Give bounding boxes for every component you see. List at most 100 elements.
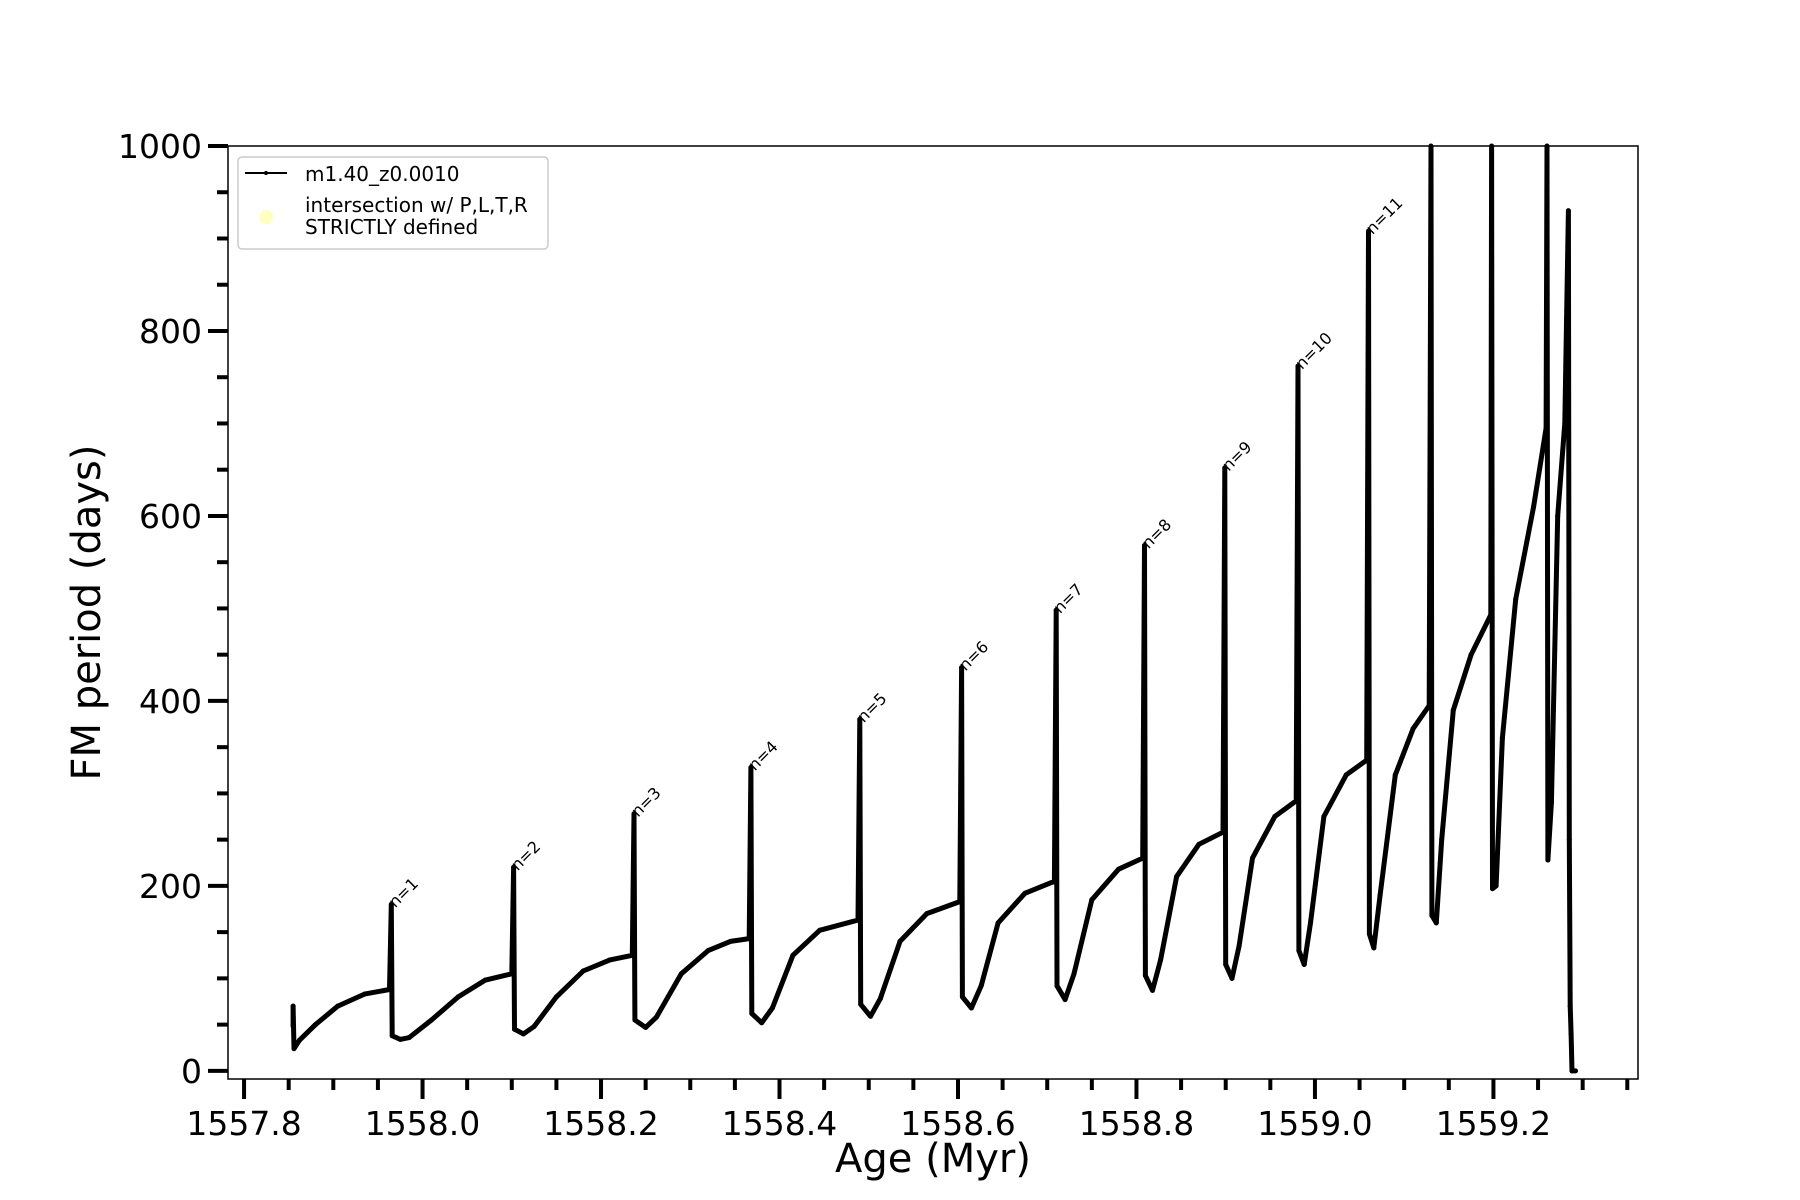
data-point <box>790 952 796 958</box>
data-point <box>312 1022 318 1028</box>
x-tick-label: 1559.0 <box>1257 1104 1372 1143</box>
x-tick-label: 1558.4 <box>722 1104 837 1143</box>
legend-intersection-marker <box>259 210 273 224</box>
data-point <box>1343 772 1349 778</box>
data-point <box>1371 945 1377 951</box>
data-point <box>387 986 393 992</box>
data-point <box>1054 983 1060 989</box>
data-point <box>1392 772 1398 778</box>
x-tick-label: 1558.0 <box>365 1104 480 1143</box>
data-point <box>1513 596 1519 602</box>
data-point <box>1562 420 1568 426</box>
data-point <box>1071 971 1077 977</box>
data-point <box>482 977 488 983</box>
data-point <box>746 936 752 942</box>
data-point <box>759 1020 765 1026</box>
data-point <box>924 911 930 917</box>
data-point <box>1573 1068 1579 1074</box>
data-point <box>1140 855 1146 861</box>
data-point <box>868 1013 874 1019</box>
y-axis-label: FM period (days) <box>64 445 110 781</box>
data-point <box>995 920 1001 926</box>
data-point <box>1296 948 1302 954</box>
data-point <box>643 1024 649 1030</box>
data-point <box>1196 841 1202 847</box>
data-point <box>406 1035 412 1041</box>
data-point <box>1410 726 1416 732</box>
legend-dot-marker <box>264 171 268 175</box>
data-point <box>1377 892 1383 898</box>
data-point <box>1272 814 1278 820</box>
x-tick-label: 1558.2 <box>543 1104 658 1143</box>
data-point <box>1249 855 1255 861</box>
data-point <box>1142 543 1147 549</box>
data-point <box>509 971 515 977</box>
plot-area <box>290 143 1579 1074</box>
data-point <box>553 994 559 1000</box>
data-point <box>1089 897 1095 903</box>
data-point <box>1569 1068 1575 1074</box>
data-point <box>1158 957 1164 963</box>
x-tick-label: 1558.8 <box>1079 1104 1194 1143</box>
data-point <box>1236 943 1242 949</box>
data-point <box>1566 837 1572 843</box>
data-point <box>291 1046 297 1052</box>
data-point <box>1429 912 1435 918</box>
y-tick-label: 0 <box>181 1052 202 1091</box>
y-tick-label: 200 <box>139 867 202 906</box>
data-point <box>428 1017 434 1023</box>
data-point <box>705 948 711 954</box>
y-tick-label: 800 <box>139 312 202 351</box>
data-point <box>1488 612 1494 618</box>
peak-annotation: n=11 <box>1362 193 1406 237</box>
data-point <box>1545 857 1551 863</box>
data-point <box>290 1003 296 1009</box>
data-point <box>959 665 965 671</box>
data-point <box>1493 883 1499 889</box>
data-point <box>1301 962 1307 968</box>
data-point <box>520 1031 526 1037</box>
y-tick-label: 600 <box>139 497 202 536</box>
data-point <box>769 1005 775 1011</box>
data-point <box>959 994 965 1000</box>
data-point <box>580 968 586 974</box>
peak-annotation: n=10 <box>1291 328 1335 372</box>
data-point <box>1062 997 1068 1003</box>
data-point <box>1321 814 1327 820</box>
data-point <box>1555 513 1561 519</box>
data-point <box>1531 504 1537 510</box>
data-point <box>1150 987 1156 993</box>
data-point <box>1490 886 1496 892</box>
data-point <box>1543 425 1549 431</box>
data-point <box>1364 757 1370 763</box>
data-point <box>455 994 461 1000</box>
y-tick-label: 1000 <box>118 127 202 166</box>
data-point <box>957 899 963 905</box>
legend-label-series: m1.40_z0.0010 <box>305 162 460 186</box>
data-point <box>653 1014 659 1020</box>
data-point <box>1433 920 1439 926</box>
data-point <box>678 971 684 977</box>
x-tick-label: 1557.8 <box>186 1104 301 1143</box>
data-point <box>629 952 635 958</box>
data-point <box>1567 1003 1573 1009</box>
data-point <box>388 901 394 907</box>
data-point <box>632 1017 638 1023</box>
x-tick-label: 1558.6 <box>900 1104 1015 1143</box>
data-point <box>1468 652 1474 658</box>
data-point <box>858 1001 864 1007</box>
data-point <box>335 1003 341 1009</box>
data-point <box>817 927 823 933</box>
data-point <box>1053 607 1059 613</box>
data-point <box>727 938 733 944</box>
data-point <box>1365 228 1371 234</box>
data-point <box>1220 829 1226 835</box>
data-point <box>296 1037 302 1043</box>
data-point <box>1293 798 1299 804</box>
data-point <box>749 1011 755 1017</box>
data-point <box>607 957 613 963</box>
data-point <box>1022 890 1028 896</box>
data-point <box>397 1036 403 1042</box>
x-axis-label: Age (Myr) <box>835 1136 1031 1182</box>
